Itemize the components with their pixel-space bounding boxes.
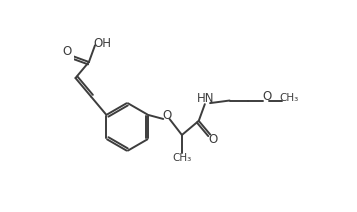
Text: O: O — [62, 45, 71, 58]
Text: O: O — [208, 133, 217, 146]
Text: HN: HN — [197, 92, 215, 105]
Text: OH: OH — [93, 37, 111, 50]
Text: CH₃: CH₃ — [172, 153, 192, 163]
Text: O: O — [162, 109, 171, 122]
Text: CH₃: CH₃ — [279, 93, 298, 103]
Text: O: O — [262, 90, 271, 103]
